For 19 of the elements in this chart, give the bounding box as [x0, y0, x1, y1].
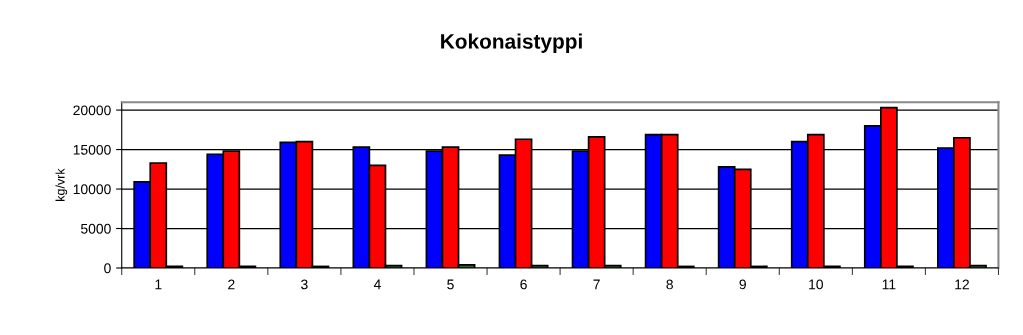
y-axis-title: kg/vrk	[55, 168, 68, 201]
y-tick-label: 10000	[73, 184, 111, 195]
x-tick-label: 7	[593, 279, 600, 290]
x-tick-label: 4	[373, 279, 381, 290]
x-tick-label: 8	[666, 279, 673, 290]
x-tick-label: 5	[447, 279, 454, 290]
x-tick-label: 6	[520, 279, 527, 290]
y-tick-label: 15000	[73, 144, 111, 155]
y-tick-label: 5000	[80, 223, 111, 234]
x-tick-label: 1	[155, 279, 162, 290]
x-tick-label: 11	[882, 279, 896, 290]
x-tick-label: 3	[301, 279, 308, 290]
x-tick-label: 12	[955, 279, 969, 290]
chart-title: Kokonaistyppi	[441, 33, 582, 53]
y-tick-label: 20000	[73, 105, 111, 116]
x-tick-label: 2	[228, 279, 235, 290]
y-tick-label: 0	[104, 263, 111, 274]
x-tick-label: 10	[809, 279, 823, 290]
x-tick-label: 9	[739, 279, 746, 290]
